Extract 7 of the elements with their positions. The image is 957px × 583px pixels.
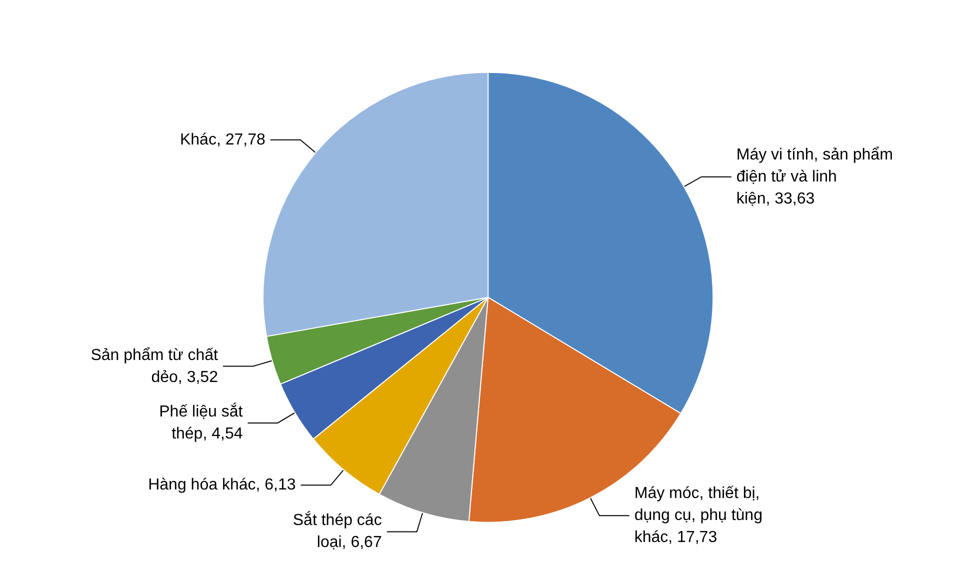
slice-label: Phế liệu sắt thép, 4,54 [159, 402, 244, 442]
slice-label: Sắt thép các loại, 6,67 [292, 511, 382, 552]
slice-label: Máy vi tính, sản phẩm điện tử và linh kiện, 33,63 [736, 146, 893, 208]
slice-label: Máy móc, thiết bị, dụng cụ, phụ tùng khác, 17,73 [634, 485, 762, 546]
slice-label: Sản phẩm từ chất dẻo, 3,52 [90, 346, 219, 386]
slice-label: Hàng hóa khác, 6,13 [148, 476, 296, 494]
slice-label: Khác, 27,78 [180, 131, 266, 148]
